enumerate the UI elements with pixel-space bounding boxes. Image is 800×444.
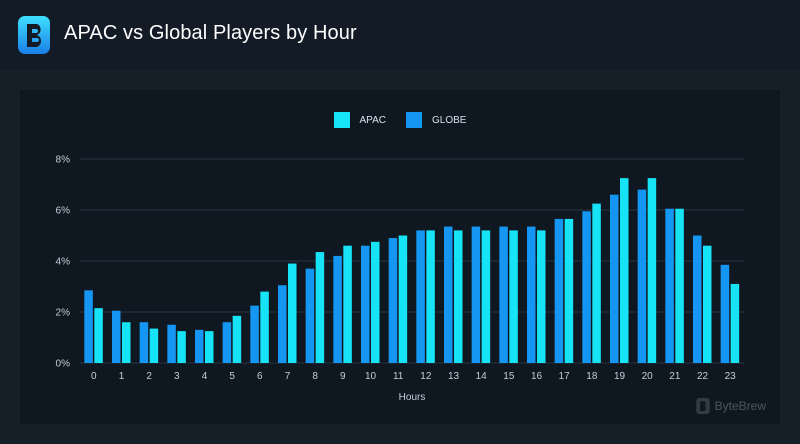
- bar-apac: [703, 245, 712, 363]
- x-tick-label: 15: [503, 371, 515, 382]
- x-tick-label: 0: [91, 371, 97, 382]
- x-tick-label: 4: [202, 371, 208, 382]
- x-tick-label: 23: [725, 371, 737, 382]
- bar-apac: [481, 230, 491, 363]
- y-tick-label: 0%: [56, 359, 71, 370]
- bytebrew-logo-icon: [18, 16, 50, 54]
- bar-apac: [177, 331, 186, 363]
- bar-chart: 0%2%4%6%8%0 1 2 3 4 5 6 7 8 9 10 11 12 13 14 15 16 17 18 19…: [56, 155, 744, 403]
- bar-globe: [278, 285, 287, 363]
- bar-apac: [315, 252, 325, 363]
- bar-globe: [112, 310, 121, 363]
- legend-swatch-globe: [406, 112, 423, 128]
- chart-legend: APAC GLOBE: [20, 112, 780, 128]
- bar-globe: [610, 194, 619, 363]
- x-tick-label: 3: [174, 371, 180, 382]
- bar-apac: [675, 208, 684, 363]
- watermark: ByteBrew: [695, 398, 766, 414]
- bar-apac: [620, 178, 629, 363]
- x-tick-label: 18: [586, 371, 598, 382]
- bytebrew-watermark-icon: [695, 398, 710, 414]
- x-tick-label: 20: [642, 371, 654, 382]
- x-tick-label: 17: [559, 371, 571, 382]
- bar-globe: [305, 268, 315, 363]
- bar-globe: [250, 305, 259, 363]
- y-tick-label: 6%: [56, 206, 71, 217]
- bar-apac: [205, 331, 214, 363]
- x-tick-label: 13: [448, 371, 460, 382]
- bar-apac: [94, 308, 103, 363]
- bar-apac: [537, 230, 546, 363]
- watermark-text: ByteBrew: [714, 399, 766, 413]
- legend-label-apac: APAC: [359, 114, 387, 126]
- bar-globe: [471, 226, 481, 363]
- legend-item-globe[interactable]: GLOBE: [406, 112, 466, 128]
- bar-globe: [333, 255, 342, 363]
- x-tick-label: 21: [669, 371, 681, 382]
- bar-globe: [527, 226, 536, 363]
- bar-apac: [371, 241, 380, 363]
- bar-globe: [388, 238, 398, 363]
- x-tick-label: 14: [476, 371, 488, 382]
- bar-globe: [499, 226, 508, 363]
- bar-globe: [693, 235, 702, 363]
- x-tick-label: 16: [531, 371, 543, 382]
- x-tick-label: 10: [365, 371, 377, 382]
- bar-apac: [260, 291, 269, 363]
- bar-globe: [222, 322, 232, 363]
- bar-globe: [84, 290, 93, 363]
- x-tick-label: 7: [285, 371, 291, 382]
- x-tick-label: 2: [146, 371, 152, 382]
- x-tick-label: 9: [340, 371, 346, 382]
- bar-apac: [232, 315, 242, 363]
- x-tick-label: 6: [257, 371, 263, 382]
- y-tick-label: 2%: [56, 308, 71, 319]
- bar-apac: [564, 218, 574, 363]
- bar-globe: [361, 245, 370, 363]
- bar-globe: [554, 218, 564, 363]
- legend-label-globe: GLOBE: [432, 114, 467, 126]
- x-tick-label: 1: [119, 371, 125, 382]
- bar-globe: [637, 189, 647, 363]
- bar-globe: [139, 322, 149, 363]
- bar-globe: [195, 329, 204, 363]
- x-tick-label: 19: [614, 371, 626, 382]
- bar-globe: [167, 324, 176, 363]
- y-tick-label: 4%: [56, 257, 71, 268]
- bar-globe: [720, 264, 730, 363]
- chart-panel: APAC GLOBE 0% 2% 4% 6% 8% 0 1 2 3 4 5 6 7 8 9 10 11 12 13 1…: [20, 90, 780, 424]
- bar-apac: [122, 322, 131, 363]
- y-tick-label: 8%: [56, 155, 71, 166]
- legend-item-apac[interactable]: APAC: [333, 112, 387, 128]
- bar-apac: [149, 328, 159, 363]
- bar-globe: [416, 230, 425, 363]
- bar-apac: [647, 178, 657, 363]
- bar-apac: [509, 230, 518, 363]
- bar-globe: [665, 208, 674, 363]
- x-tick-label: 22: [697, 371, 709, 382]
- page-title: APAC vs Global Players by Hour: [64, 22, 357, 44]
- bar-apac: [592, 203, 601, 363]
- x-tick-label: 11: [393, 371, 404, 382]
- x-tick-label: 12: [420, 371, 432, 382]
- x-tick-label: 8: [312, 371, 318, 382]
- bar-globe: [444, 226, 453, 363]
- bar-globe: [582, 211, 591, 363]
- header-bar: APAC vs Global Players by Hour: [0, 0, 800, 70]
- bar-apac: [730, 283, 740, 363]
- x-tick-label: 5: [229, 371, 235, 382]
- bar-apac: [398, 235, 408, 363]
- x-axis-title: Hours: [399, 392, 426, 403]
- bar-apac: [343, 245, 352, 363]
- bar-apac: [288, 263, 297, 363]
- legend-swatch-apac: [333, 112, 350, 128]
- bar-apac: [426, 230, 435, 363]
- bar-apac: [454, 230, 463, 363]
